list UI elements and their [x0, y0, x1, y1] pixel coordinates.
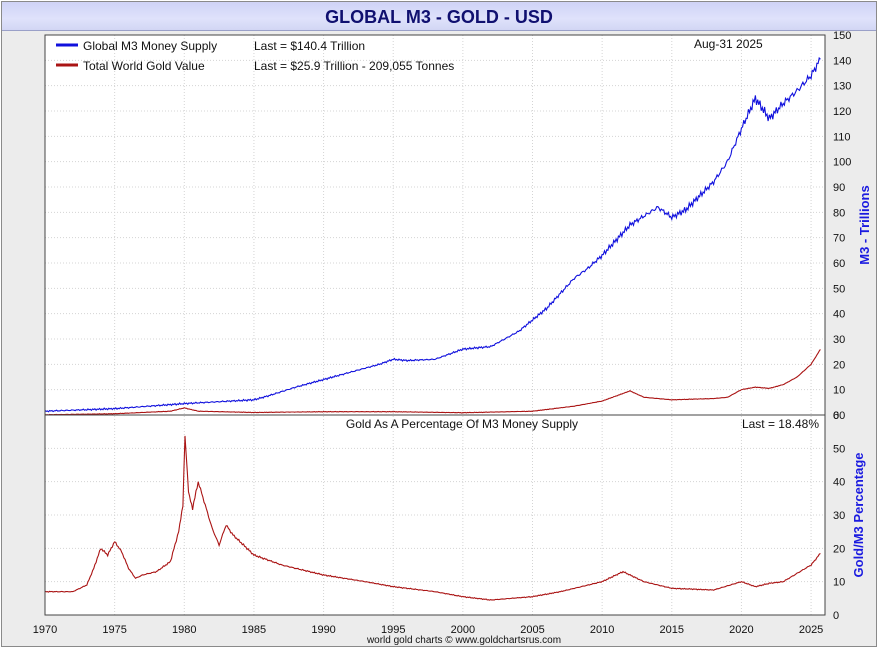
- x-tick-label: 1985: [242, 624, 266, 636]
- top-y-tick-label: 120: [833, 106, 851, 118]
- bottom-y-tick-label: 60: [833, 410, 845, 422]
- chart-title: GLOBAL M3 - GOLD - USD: [325, 7, 553, 27]
- title-bar: GLOBAL M3 - GOLD - USD: [2, 2, 876, 31]
- x-tick-label: 2010: [590, 624, 614, 636]
- x-tick-label: 1990: [311, 624, 335, 636]
- top-y-tick-label: 150: [833, 30, 851, 42]
- y-axis-title-top: M3 - Trillions: [857, 185, 872, 264]
- legend-label-m3: Global M3 Money Supply: [83, 39, 217, 53]
- top-panel: [45, 35, 825, 415]
- top-y-tick-label: 90: [833, 182, 845, 194]
- legend-last-m3: Last = $140.4 Trillion: [254, 39, 365, 53]
- bottom-y-tick-label: 10: [833, 577, 845, 589]
- top-y-tick-label: 140: [833, 55, 851, 67]
- bottom-y-tick-label: 40: [833, 477, 845, 489]
- y-axis-title-bottom: Gold/M3 Percentage: [851, 453, 866, 578]
- series-line-m3: [44, 56, 821, 413]
- x-tick-label: 2005: [520, 624, 544, 636]
- bottom-title: Gold As A Percentage Of M3 Money Supply: [346, 417, 578, 431]
- top-y-tick-label: 100: [833, 157, 851, 169]
- top-y-tick-label: 50: [833, 283, 845, 295]
- x-tick-label: 1980: [172, 624, 196, 636]
- bottom-y-tick-label: 50: [833, 443, 845, 455]
- bottom-y-tick-label: 30: [833, 510, 845, 522]
- x-tick-label: 1995: [381, 624, 405, 636]
- top-y-tick-label: 80: [833, 207, 845, 219]
- legend-last-gold: Last = $25.9 Trillion - 209,055 Tonnes: [254, 59, 454, 73]
- footer-credit: world gold charts © www.goldchartsrus.co…: [366, 635, 561, 646]
- top-y-tick-label: 0: [833, 410, 839, 422]
- plot-border: [44, 34, 826, 616]
- bottom-last: Last = 18.48%: [742, 417, 819, 431]
- top-y-tick-label: 70: [833, 233, 845, 245]
- top-y-tick-label: 130: [833, 81, 851, 93]
- x-tick-label: 1970: [33, 624, 57, 636]
- top-y-tick-label: 40: [833, 309, 845, 321]
- top-y-tick-label: 10: [833, 385, 845, 397]
- bottom-y-tick-label: 0: [833, 610, 839, 622]
- chart-date: Aug-31 2025: [694, 37, 763, 51]
- x-tick-label: 2025: [799, 624, 823, 636]
- x-tick-label: 2015: [660, 624, 684, 636]
- series-line-gold-value: [44, 349, 821, 416]
- series-line-gold-percentage: [44, 435, 821, 601]
- top-y-tick-label: 60: [833, 258, 845, 270]
- x-tick-label: 1975: [102, 624, 126, 636]
- top-y-tick-label: 110: [833, 131, 851, 143]
- top-y-tick-label: 20: [833, 359, 845, 371]
- bottom-y-tick-label: 20: [833, 543, 845, 555]
- x-tick-label: 2020: [729, 624, 753, 636]
- x-tick-label: 2000: [451, 624, 475, 636]
- legend-label-gold: Total World Gold Value: [83, 59, 205, 73]
- top-y-tick-label: 30: [833, 334, 845, 346]
